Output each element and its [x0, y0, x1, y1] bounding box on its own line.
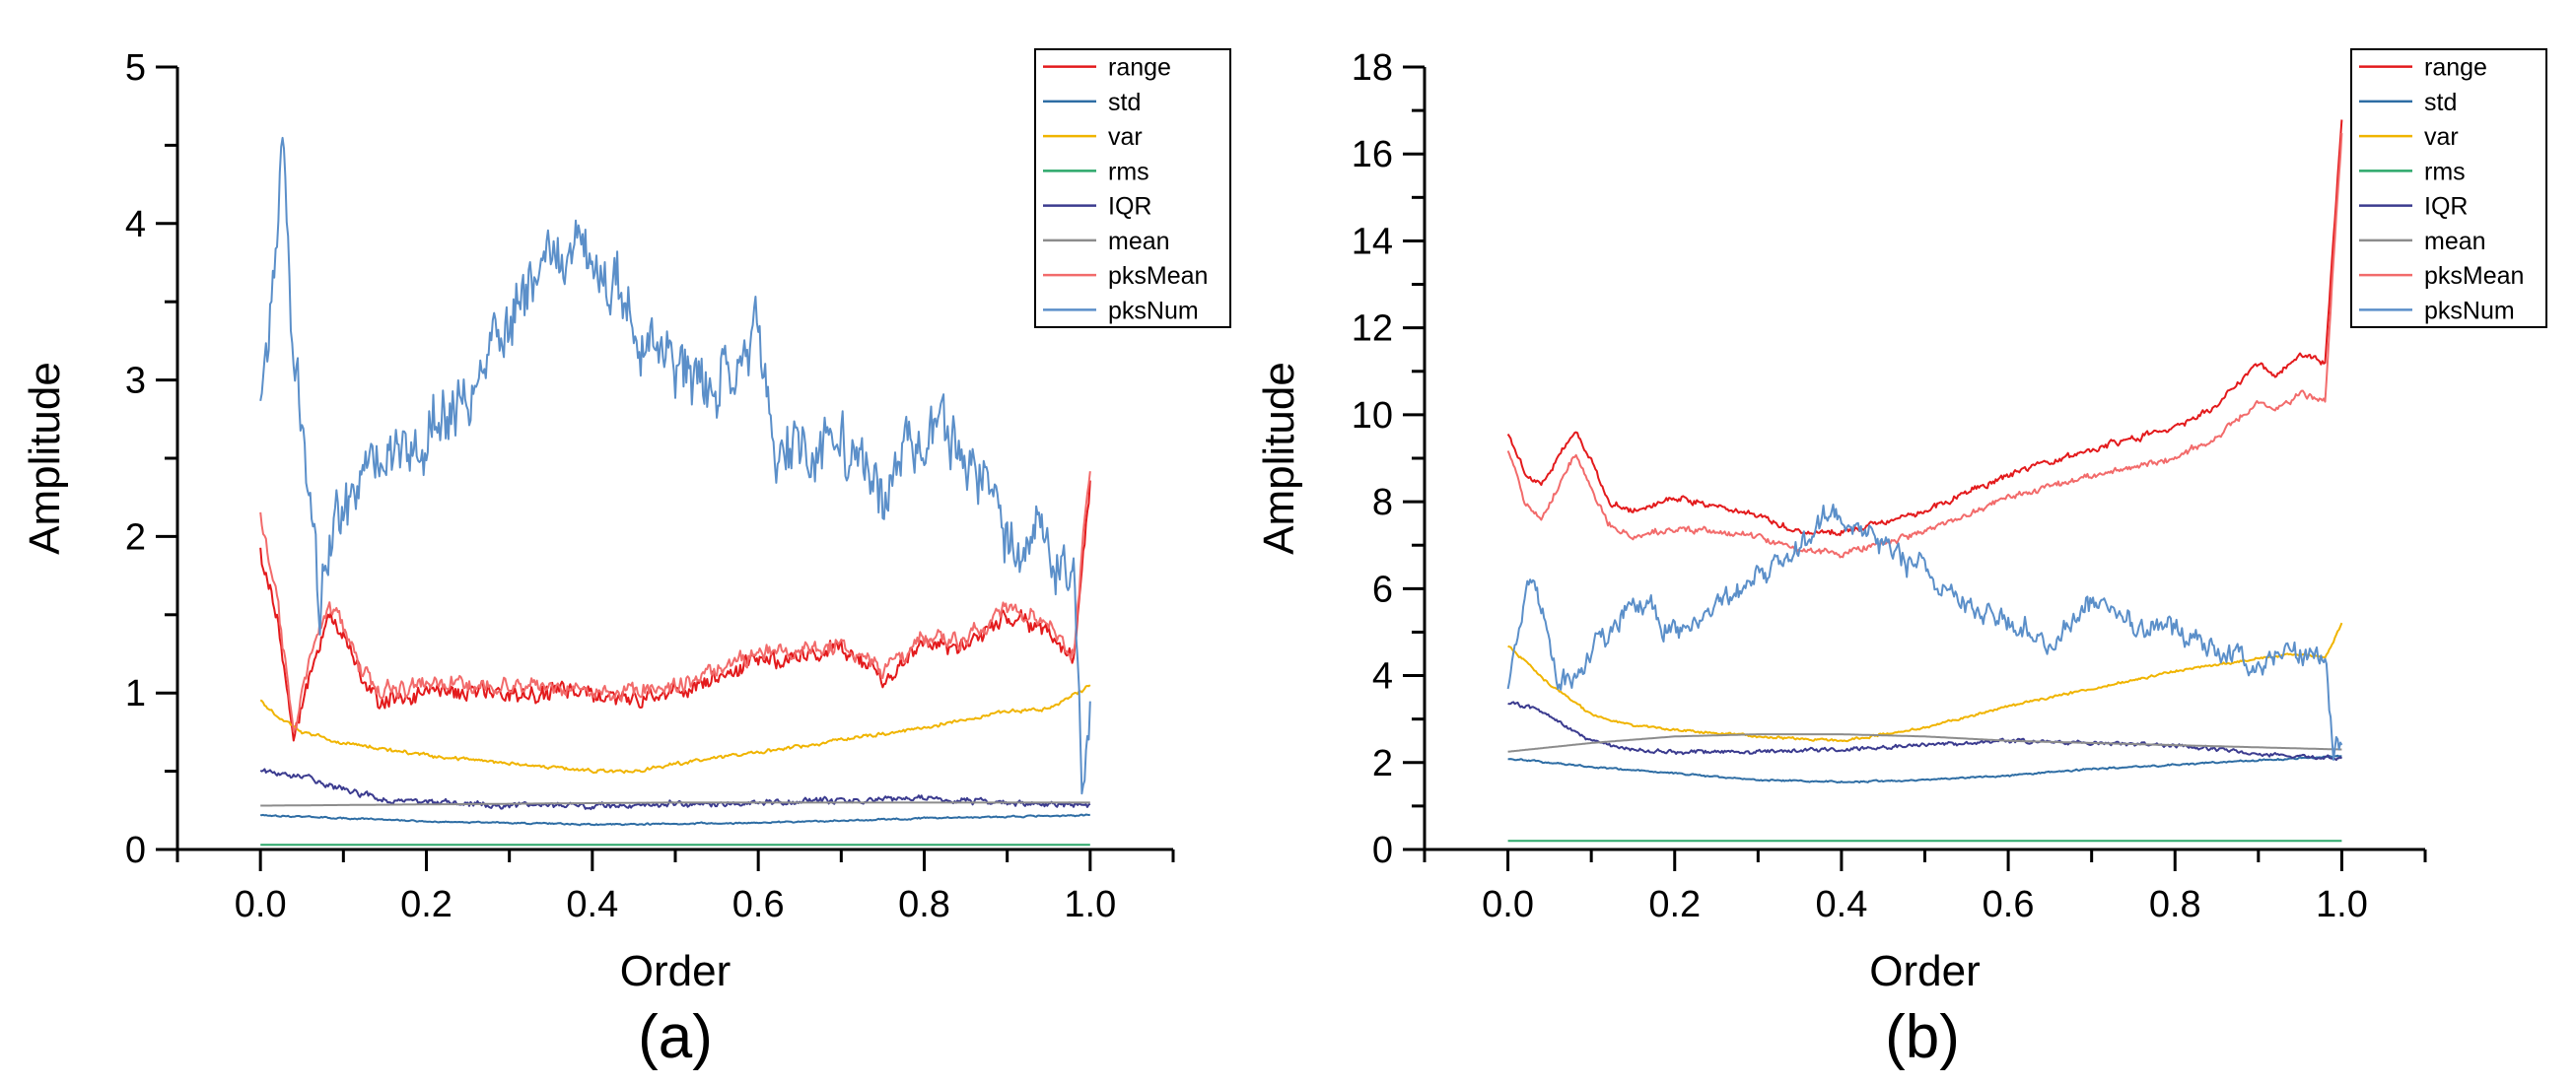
legend-label-iqr: IQR — [2424, 193, 2468, 221]
legend-box — [1034, 48, 1231, 328]
legend-label-var: var — [1108, 123, 1143, 151]
panel-label: (a) — [638, 1003, 713, 1071]
y-axis-title: Amplitude — [1255, 362, 1303, 555]
x-tick-label: 0.4 — [1816, 884, 1868, 925]
y-tick-label: 1 — [125, 673, 146, 714]
legend-label-rms: rms — [2424, 158, 2466, 185]
x-tick-label: 0.8 — [898, 884, 950, 925]
legend-label-pksmean: pksMean — [1108, 262, 1208, 290]
y-tick-label: 16 — [1352, 134, 1393, 175]
series-line-range — [259, 480, 1091, 742]
legend-label-std: std — [2424, 89, 2457, 116]
y-tick-label: 5 — [125, 47, 146, 89]
series-line-mean — [1507, 733, 2342, 753]
panel-a: 0.0 0.2 0.4 0.6 0.8 1.0 0 1 2 3 4 5 Order Amplitude (a… — [21, 47, 1231, 1071]
legend-label-iqr: IQR — [1108, 193, 1151, 221]
legend: range std var rms IQR mean pksMean pksNum — [1034, 48, 1231, 328]
y-tick-label: 2 — [1372, 743, 1393, 784]
x-axis-title: Order — [1869, 947, 1980, 995]
x-tick-label: 0.0 — [1482, 884, 1534, 925]
x-tick-label: 0.2 — [1648, 884, 1701, 925]
legend-label-mean: mean — [1108, 228, 1170, 255]
y-tick-label: 3 — [125, 361, 146, 402]
series-line-std — [1507, 754, 2342, 784]
series-line-pksnum — [259, 136, 1091, 795]
plot-area — [1506, 119, 2343, 843]
series-line-std — [260, 813, 1091, 827]
series-line-mean — [260, 801, 1090, 807]
y-tick-label: 0 — [1372, 830, 1393, 871]
x-tick-label: 0.6 — [732, 884, 785, 925]
legend-label-pksnum: pksNum — [1108, 297, 1199, 324]
series-line-var — [1507, 622, 2343, 743]
series-line-pksmean — [1506, 133, 2343, 559]
series-line-range — [1506, 119, 2343, 537]
y-tick-label: 12 — [1352, 308, 1393, 350]
x-tick-label: 0.0 — [235, 884, 287, 925]
legend-label-mean: mean — [2424, 228, 2486, 255]
legend-label-pksnum: pksNum — [2424, 297, 2515, 324]
x-axis-title: Order — [620, 947, 731, 995]
legend-box — [2350, 48, 2547, 328]
legend-label-var: var — [2424, 123, 2459, 151]
y-tick-label: 4 — [125, 204, 146, 245]
series-line-pksnum — [1506, 504, 2343, 761]
x-tick-label: 0.4 — [566, 884, 618, 925]
y-tick-label: 6 — [1372, 569, 1393, 610]
panel-label: (b) — [1885, 1003, 1960, 1071]
x-tick-label: 1.0 — [2316, 884, 2368, 925]
panel-b: 0.0 0.2 0.4 0.6 0.8 1.0 0 2 4 6 8 10 12 14 16 18 Order Am… — [1255, 47, 2547, 1071]
series-line-iqr — [1507, 701, 2343, 762]
y-tick-label: 0 — [125, 830, 146, 871]
y-tick-label: 8 — [1372, 482, 1393, 523]
legend-label-range: range — [1108, 54, 1171, 82]
y-tick-label: 14 — [1352, 221, 1393, 262]
x-tick-label: 0.2 — [400, 884, 453, 925]
y-axis-title: Amplitude — [21, 362, 69, 555]
legend: range std var rms IQR mean pksMean pksNum — [2350, 48, 2547, 328]
x-tick-label: 0.8 — [2149, 884, 2201, 925]
legend-label-pksmean: pksMean — [2424, 262, 2524, 290]
y-tick-label: 18 — [1352, 47, 1393, 89]
plot-area — [259, 136, 1091, 847]
legend-label-range: range — [2424, 54, 2487, 82]
y-tick-label: 4 — [1372, 656, 1393, 698]
x-tick-label: 1.0 — [1064, 884, 1116, 925]
series-line-var — [259, 684, 1091, 775]
legend-label-std: std — [1108, 89, 1141, 116]
y-tick-label: 2 — [125, 516, 146, 558]
y-tick-label: 10 — [1352, 395, 1393, 437]
series-line-pksmean — [259, 471, 1091, 733]
x-tick-label: 0.6 — [1983, 884, 2035, 925]
legend-label-rms: rms — [1108, 158, 1149, 185]
